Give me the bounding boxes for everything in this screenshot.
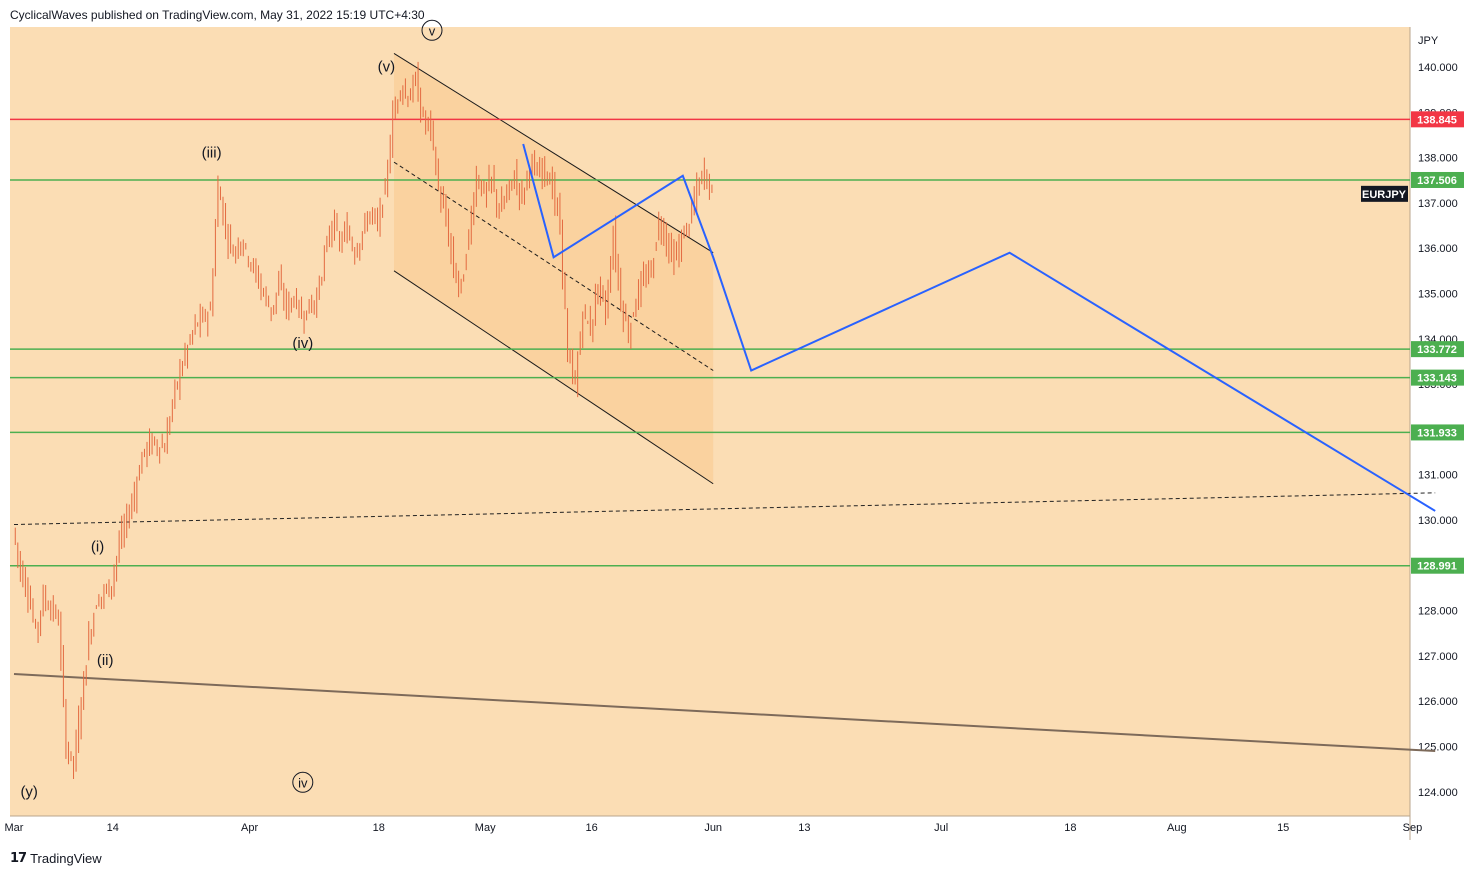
- x-tick-label: Jun: [704, 822, 722, 834]
- publish-header: CyclicalWaves published on TradingView.c…: [10, 8, 425, 22]
- symbol-badge: [1361, 185, 1408, 202]
- level-badge: [1411, 369, 1464, 386]
- channel-middle-line: [393, 161, 714, 371]
- y-tick-label: 138.000: [1418, 153, 1458, 165]
- x-tick-label: 14: [107, 822, 119, 834]
- horizontal-levels: [10, 118, 1410, 567]
- candles: [14, 61, 713, 780]
- wave-circle: [292, 771, 314, 793]
- level-badge: [1411, 171, 1464, 188]
- projection-line: [522, 143, 1436, 512]
- wave-label: (i): [91, 539, 104, 556]
- y-tick-label: 136.000: [1418, 243, 1458, 255]
- wave-circle: [421, 19, 443, 41]
- y-tick-label: 127.000: [1418, 651, 1458, 663]
- trendline-solid: [13, 673, 1436, 753]
- x-tick-label: Apr: [241, 822, 258, 834]
- footer-brand-name: TradingView: [30, 851, 102, 866]
- currency-label: JPY: [1418, 35, 1439, 47]
- x-tick-label: 18: [1064, 822, 1076, 834]
- wave-label: iv: [298, 775, 308, 790]
- level-badge-label: 131.933: [1417, 427, 1457, 439]
- projection-path: [522, 143, 1436, 512]
- y-tick-label: 126.000: [1418, 696, 1458, 708]
- wave-label: (y): [20, 783, 38, 800]
- level-badge-label: 128.991: [1417, 561, 1457, 573]
- x-tick-label: 16: [585, 822, 597, 834]
- trendlines: [13, 492, 1436, 753]
- y-tick-label: 128.000: [1418, 606, 1458, 618]
- y-tick-label: 137.000: [1418, 198, 1458, 210]
- channel-fill: [394, 53, 714, 484]
- channel-upper-line: [393, 52, 714, 254]
- level-badge: [1411, 341, 1464, 358]
- wave-label: (iii): [202, 145, 222, 162]
- level-badge: [1411, 111, 1464, 128]
- symbol-badge-label: EURJPY: [1362, 189, 1407, 201]
- price-badges: 138.845 137.506 133.772 133.143 131.933 128.9…: [1361, 111, 1464, 574]
- level-badge-label: 133.772: [1417, 344, 1457, 356]
- wave-label: v: [429, 23, 436, 38]
- y-tick-label: 125.000: [1418, 742, 1458, 754]
- x-tick-label: May: [475, 822, 496, 834]
- trendline-dashed: [13, 492, 1436, 526]
- y-tick-label: 124.000: [1418, 787, 1458, 799]
- wave-label: (iv): [292, 335, 313, 352]
- x-tick-label: Sep: [1403, 822, 1423, 834]
- wave-annotations: (y) (i) (ii) (iii) (iv) (v) v iv: [20, 19, 443, 800]
- x-tick-label: 15: [1277, 822, 1289, 834]
- time-axis[interactable]: Mar 14 Apr 18 May 16 Jun 13 Jul 18 Aug 15 Sep: [5, 822, 1423, 834]
- wave-label: (ii): [97, 652, 114, 669]
- level-badge: [1411, 557, 1464, 574]
- y-tick-label: 130.000: [1418, 515, 1458, 527]
- wave-label: (v): [378, 59, 396, 76]
- y-tick-label: 140.000: [1418, 62, 1458, 74]
- y-tick-label: 131.000: [1418, 470, 1458, 482]
- level-badge-label: 133.143: [1417, 373, 1457, 385]
- y-tick-label: 135.000: [1418, 289, 1458, 301]
- x-tick-label: 13: [798, 822, 810, 834]
- level-badge-label: 138.845: [1417, 114, 1457, 126]
- x-tick-label: Mar: [5, 822, 24, 834]
- level-badge: [1411, 424, 1464, 441]
- tradingview-logo-icon: 17: [10, 851, 27, 866]
- footer-brand[interactable]: 17 TradingView: [10, 851, 102, 866]
- x-tick-label: 18: [373, 822, 385, 834]
- level-badge-label: 137.506: [1417, 175, 1457, 187]
- x-tick-label: Jul: [934, 822, 948, 834]
- x-tick-label: Aug: [1167, 822, 1187, 834]
